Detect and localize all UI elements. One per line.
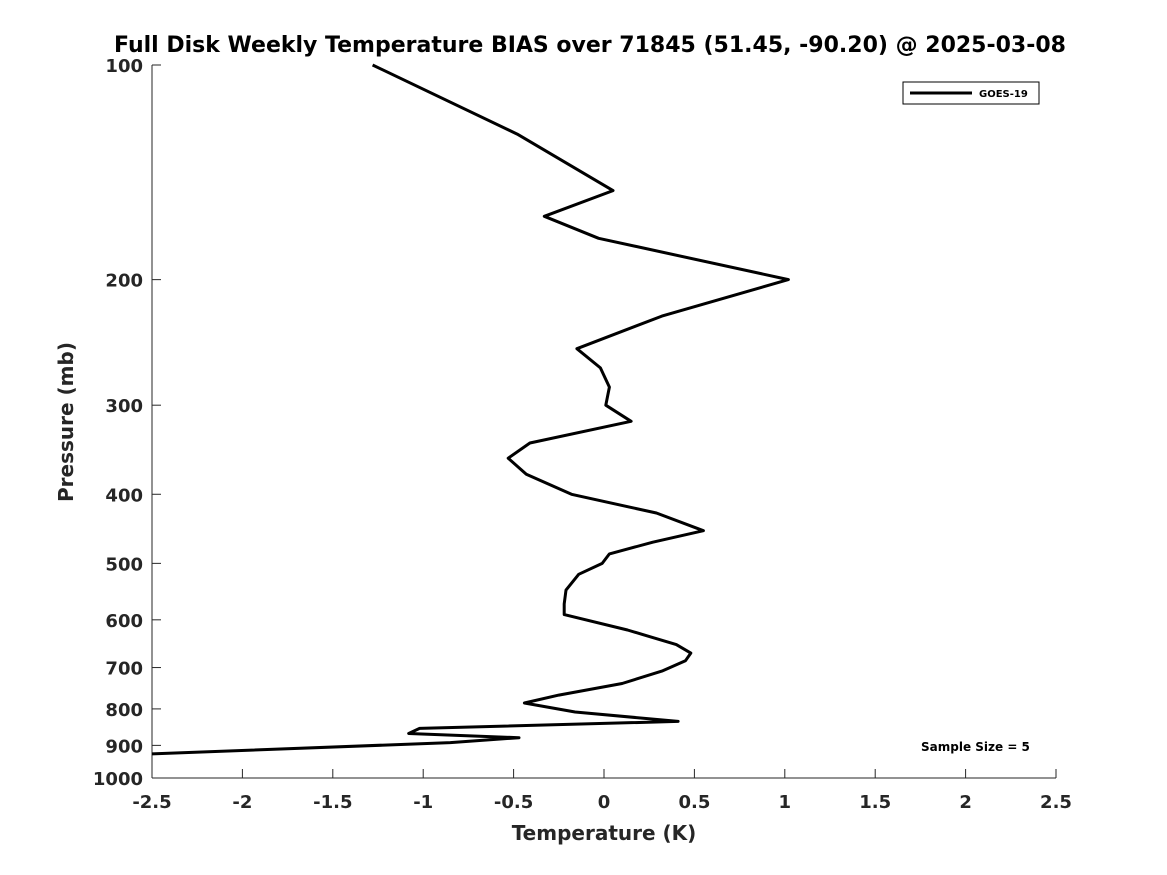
x-tick-label: 1.5 [859, 792, 891, 813]
y-tick-label: 900 [105, 736, 143, 757]
y-axis-label: Pressure (mb) [54, 342, 78, 502]
y-ticks: 100 200 300 400 500 600 700 800 900 1000 [93, 56, 161, 790]
x-tick-label: 2 [959, 792, 972, 813]
series-line-goes-19 [151, 63, 790, 756]
x-tick-label: -1 [413, 792, 433, 813]
x-tick-label: -1.5 [313, 792, 352, 813]
x-tick-label: -2 [232, 792, 252, 813]
x-tick-label: -2.5 [132, 792, 171, 813]
y-tick-label: 200 [105, 271, 143, 292]
y-tick-label: 100 [105, 56, 143, 77]
y-tick-label: 600 [105, 611, 143, 632]
y-tick-label: 500 [105, 554, 143, 575]
x-tick-label: 0 [598, 792, 611, 813]
legend: GOES-19 [902, 81, 1040, 105]
x-tick-label: -0.5 [494, 792, 533, 813]
sample-size-note: Sample Size = 5 [921, 740, 1030, 754]
x-tick-label: 1 [779, 792, 792, 813]
y-tick-label: 400 [105, 485, 143, 506]
y-tick-label: 1000 [93, 769, 143, 790]
chart-title: Full Disk Weekly Temperature BIAS over 7… [114, 33, 1066, 58]
plot-frame [152, 65, 1056, 778]
y-tick-label: 300 [105, 396, 143, 417]
legend-label: GOES-19 [979, 89, 1028, 100]
x-tick-label: 0.5 [678, 792, 710, 813]
y-tick-label: 800 [105, 700, 143, 721]
x-axis-label: Temperature (K) [512, 821, 697, 845]
x-ticks: -2.5 -2 -1.5 -1 -0.5 0 0.5 1 1.5 2 2.5 [132, 769, 1072, 813]
y-tick-label: 700 [105, 659, 143, 680]
x-tick-label: 2.5 [1040, 792, 1072, 813]
